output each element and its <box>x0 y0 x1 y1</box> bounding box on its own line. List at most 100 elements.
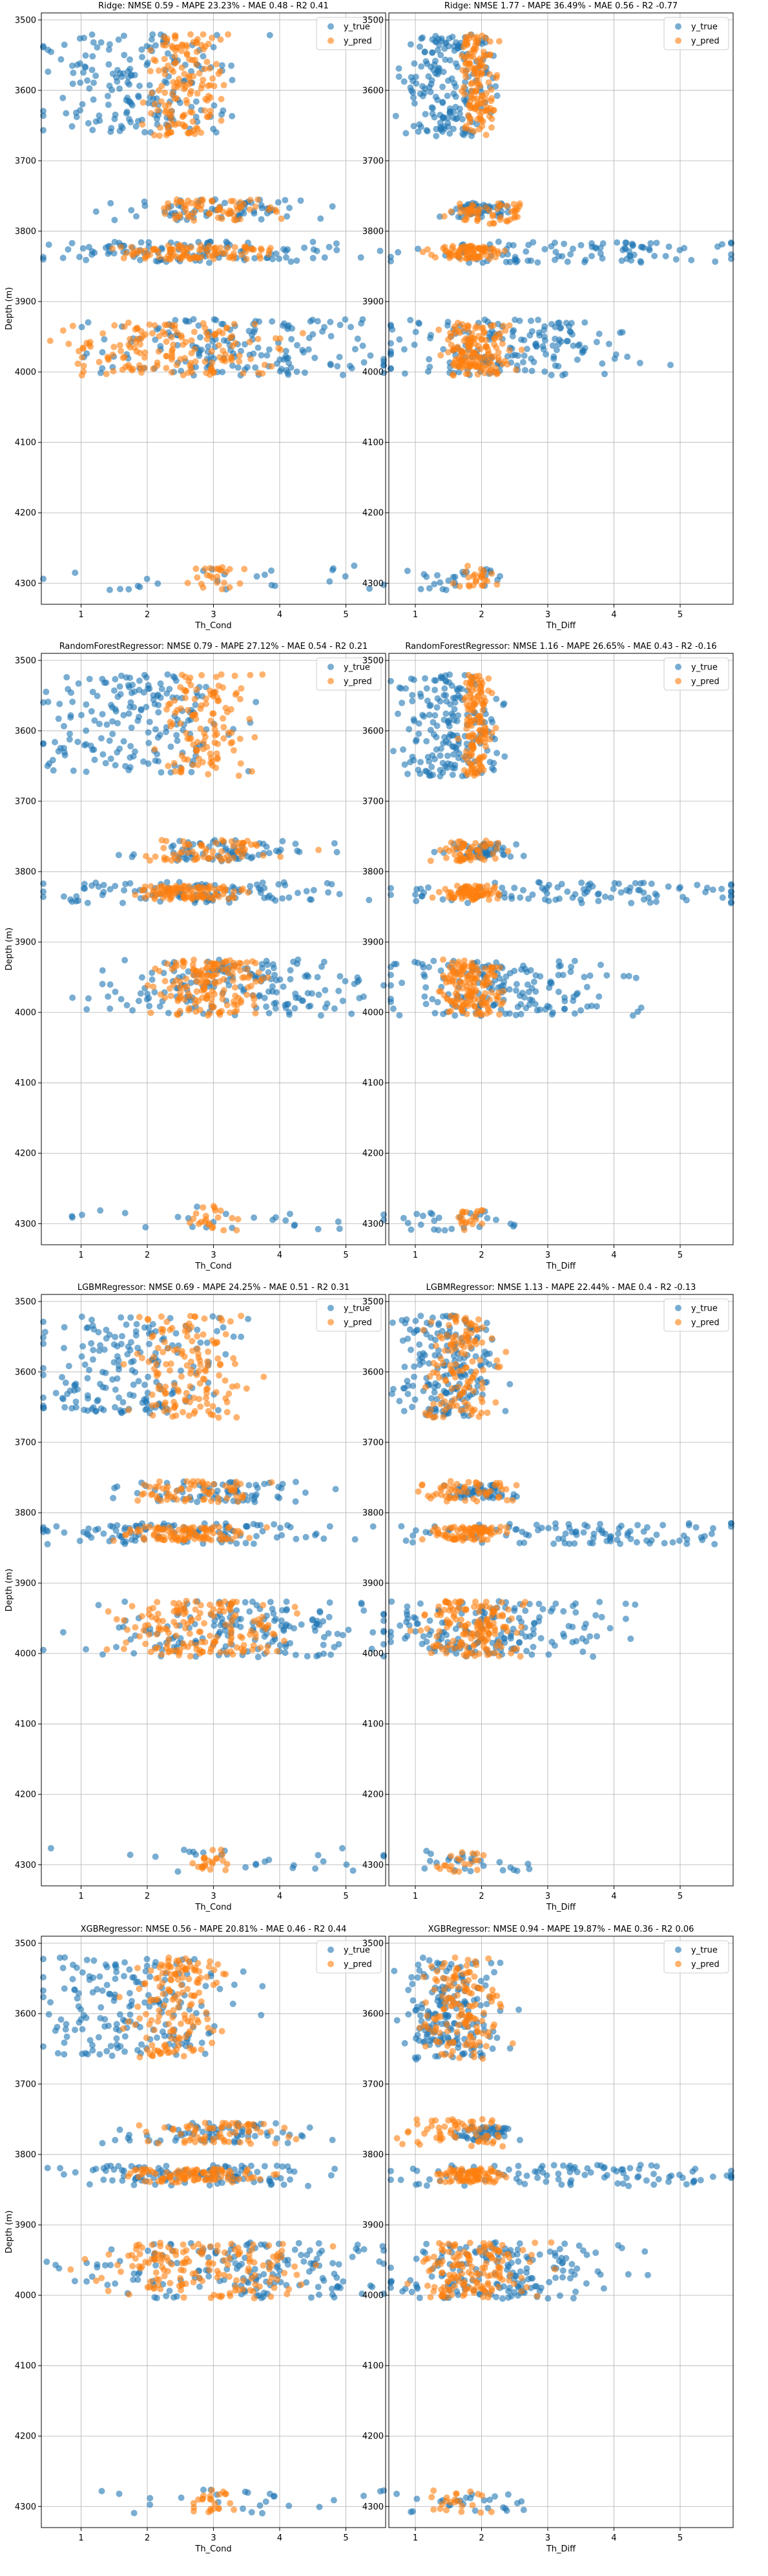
data-point-y_pred <box>462 893 469 900</box>
data-point-y_pred <box>490 850 497 857</box>
data-point-y_pred <box>203 978 211 985</box>
data-point-y_pred <box>161 56 168 63</box>
data-point-y_true <box>112 1404 118 1411</box>
data-point-y_true <box>146 719 153 726</box>
data-point-y_true <box>450 573 457 580</box>
data-point-y_pred <box>150 1354 157 1360</box>
data-point-y_true <box>142 1223 149 1231</box>
data-point-y_true <box>550 353 557 360</box>
data-point-y_true <box>183 318 190 325</box>
data-point-y_true <box>90 79 97 87</box>
data-point-y_true <box>409 698 416 704</box>
data-point-y_true <box>634 1008 641 1016</box>
data-point-y_pred <box>234 1216 242 1223</box>
data-point-y_pred <box>470 128 477 135</box>
data-point-y_pred <box>213 673 220 680</box>
data-point-y_pred <box>234 1382 241 1389</box>
grid <box>389 13 733 604</box>
data-point-y_pred <box>158 83 165 90</box>
data-point-y_true <box>273 977 280 984</box>
data-point-y_true <box>167 743 174 750</box>
data-point-y_pred <box>475 996 482 1003</box>
data-point-y_true <box>570 342 577 349</box>
data-point-y_true <box>285 894 293 901</box>
data-point-y_true <box>313 1530 320 1537</box>
data-point-y_true <box>561 1005 568 1012</box>
data-point-y_true <box>412 329 419 336</box>
data-point-y_true <box>77 79 84 87</box>
data-point-y_true <box>556 895 563 902</box>
data-point-y_true <box>253 1533 260 1540</box>
data-point-y_true <box>360 993 367 1000</box>
data-point-y_true <box>574 990 581 997</box>
data-point-y_pred <box>231 1008 238 1016</box>
data-point-y_true <box>186 1848 193 1855</box>
data-point-y_true <box>250 1540 257 1548</box>
data-point-y_true <box>410 77 417 85</box>
data-point-y_true <box>258 202 265 209</box>
data-point-y_pred <box>233 1414 240 1421</box>
data-point-y_true <box>579 349 586 356</box>
data-point-y_true <box>119 899 126 906</box>
y-tick-label: 3700 <box>362 797 384 807</box>
data-point-y_true <box>88 882 96 889</box>
data-point-y_pred <box>177 242 184 249</box>
data-point-y_pred <box>465 963 472 970</box>
data-point-y_pred <box>483 132 490 138</box>
data-point-y_true <box>117 586 123 593</box>
data-point-y_true <box>61 41 68 48</box>
data-point-y_true <box>56 700 63 708</box>
data-point-y_true <box>450 751 457 758</box>
data-point-y_pred <box>121 323 128 330</box>
data-point-y_pred <box>215 342 222 349</box>
data-point-y_pred <box>228 838 235 845</box>
data-point-y_true <box>595 897 602 905</box>
data-point-y_pred <box>479 718 486 725</box>
data-point-y_true <box>410 89 417 96</box>
data-point-y_true <box>577 241 585 249</box>
data-point-y_true <box>292 1498 299 1505</box>
data-point-y_pred <box>254 196 262 203</box>
data-point-y_pred <box>145 892 152 899</box>
data-point-y_pred <box>213 330 220 337</box>
data-point-y_pred <box>209 1403 216 1410</box>
data-point-y_true <box>422 58 430 65</box>
data-point-y_pred <box>254 336 262 343</box>
data-point-y_pred <box>473 1210 480 1217</box>
data-point-y_pred <box>475 342 482 349</box>
data-point-y_true <box>577 1007 585 1014</box>
data-point-y_true <box>129 102 136 109</box>
data-point-y_pred <box>485 79 492 86</box>
legend-marker-y_pred <box>675 678 681 684</box>
data-point-y_true <box>275 1484 282 1491</box>
data-point-y_pred <box>237 760 244 767</box>
data-point-y_true <box>256 992 263 999</box>
data-point-y_true <box>209 1313 216 1320</box>
data-point-y_pred <box>227 334 234 342</box>
data-point-y_true <box>68 689 74 696</box>
data-point-y_true <box>318 963 325 970</box>
legend-label: y_true <box>691 663 718 673</box>
data-point-y_true <box>44 1540 51 1548</box>
data-point-y_true <box>102 760 109 767</box>
data-point-y_true <box>68 240 76 247</box>
data-point-y_pred <box>231 216 238 223</box>
data-point-y_true <box>75 680 82 687</box>
data-point-y_true <box>524 981 531 988</box>
data-point-y_pred <box>183 730 190 737</box>
data-point-y_pred <box>475 970 482 977</box>
data-point-y_pred <box>233 1227 240 1234</box>
data-point-y_pred <box>243 1385 250 1392</box>
data-point-y_pred <box>196 247 203 254</box>
data-point-y_true <box>417 885 424 892</box>
data-point-y_true <box>98 39 105 46</box>
data-point-y_pred <box>209 1411 216 1418</box>
data-point-y_true <box>116 1394 122 1401</box>
y-tick-label: 3700 <box>15 797 36 807</box>
data-point-y_true <box>541 368 548 375</box>
data-point-y_true <box>114 1483 121 1490</box>
data-point-y_pred <box>178 1373 185 1380</box>
data-point-y_true <box>541 246 548 252</box>
data-point-y_true <box>99 349 106 356</box>
